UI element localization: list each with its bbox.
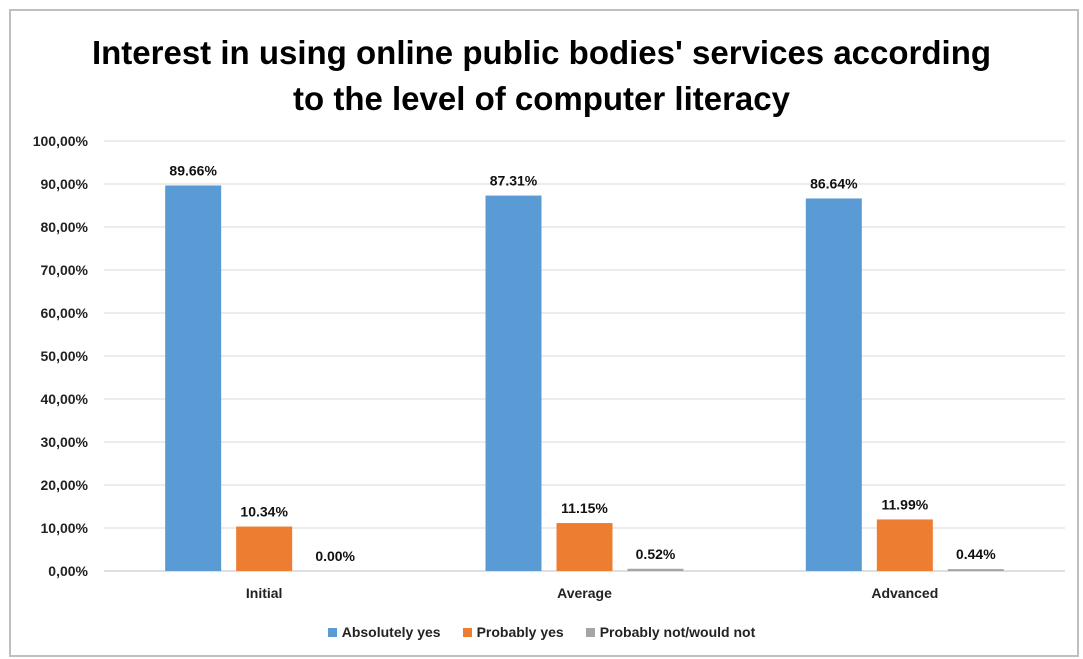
y-tick-label: 90,00% <box>41 176 89 192</box>
data-label: 11.99% <box>881 496 928 512</box>
chart-title: Interest in using online public bodies' … <box>0 30 1083 122</box>
legend-item-probably-not: Probably not/would not <box>585 624 756 640</box>
bar <box>236 526 293 571</box>
legend-label-probably-yes: Probably yes <box>476 624 564 640</box>
bar <box>485 195 542 571</box>
chart-title-line-2: to the level of computer literacy <box>293 80 790 117</box>
legend-swatch-absolutely-yes <box>327 627 337 637</box>
y-tick-label: 80,00% <box>41 219 89 235</box>
bar <box>627 568 684 571</box>
y-tick-label: 100,00% <box>33 133 89 149</box>
x-tick-label: Average <box>557 585 612 601</box>
y-tick-label: 40,00% <box>41 391 89 407</box>
data-label: 86.64% <box>810 175 858 191</box>
x-tick-label: Initial <box>246 585 283 601</box>
bar <box>556 523 613 571</box>
data-label: 0.52% <box>636 546 676 562</box>
data-label: 0.44% <box>956 546 996 562</box>
legend-item-probably-yes: Probably yes <box>462 624 564 640</box>
y-tick-label: 20,00% <box>41 477 89 493</box>
legend-label-absolutely-yes: Absolutely yes <box>341 624 441 640</box>
legend-item-absolutely-yes: Absolutely yes <box>327 624 441 640</box>
data-label: 11.15% <box>561 500 608 516</box>
y-tick-label: 0,00% <box>48 563 88 579</box>
bar <box>947 569 1004 571</box>
legend-label-probably-not: Probably not/would not <box>599 624 756 640</box>
bar <box>805 198 862 571</box>
bar <box>165 185 222 571</box>
legend-swatch-probably-yes <box>462 627 472 637</box>
legend-swatch-probably-not <box>585 627 595 637</box>
bar <box>876 519 933 571</box>
y-tick-label: 60,00% <box>41 305 89 321</box>
data-label: 0.00% <box>315 548 355 564</box>
chart-title-line-1: Interest in using online public bodies' … <box>91 34 992 71</box>
y-tick-label: 30,00% <box>41 434 89 450</box>
y-tick-label: 50,00% <box>41 348 89 364</box>
chart-legend: Absolutely yes Probably yes Probably not… <box>0 624 1083 640</box>
data-label: 10.34% <box>240 504 288 520</box>
y-tick-label: 10,00% <box>41 520 89 536</box>
x-tick-label: Advanced <box>871 585 938 601</box>
data-label: 87.31% <box>490 173 538 189</box>
data-label: 89.66% <box>169 162 217 178</box>
y-tick-label: 70,00% <box>41 262 89 278</box>
